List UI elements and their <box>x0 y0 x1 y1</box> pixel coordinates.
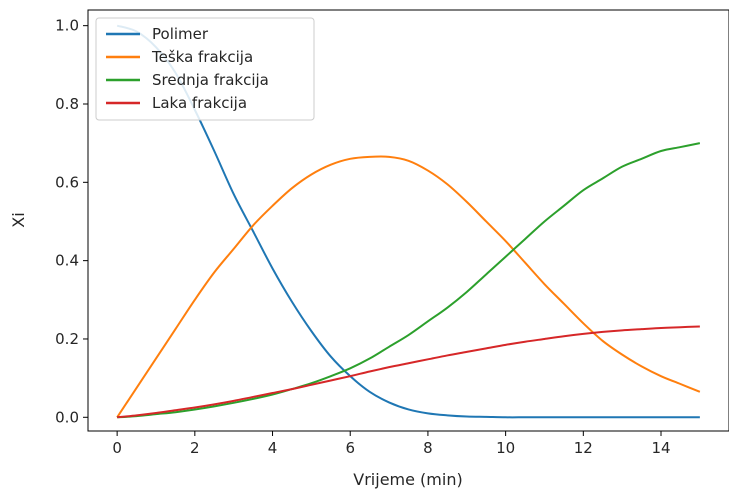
legend-label: Srednja frakcija <box>152 71 269 89</box>
x-tick-label: 12 <box>574 439 593 457</box>
y-axis-label: Xi <box>9 212 28 227</box>
x-tick-label: 10 <box>496 439 515 457</box>
y-tick-label: 0.0 <box>55 408 79 426</box>
series-line-srednja-frakcija <box>117 142 701 419</box>
x-tick-label: 0 <box>112 439 122 457</box>
y-tick-label: 0.8 <box>55 95 79 113</box>
legend-box <box>95 17 315 121</box>
x-tick-label: 8 <box>423 439 433 457</box>
x-tick-label: 6 <box>345 439 355 457</box>
series-line-teska-frakcija <box>116 155 701 418</box>
x-axis-ticks: 0 2 4 6 8 10 12 14 <box>112 431 671 457</box>
x-tick-label: 4 <box>268 439 278 457</box>
y-tick-label: 1.0 <box>55 17 79 35</box>
y-axis-ticks: 0.0 0.2 0.4 0.6 0.8 1.0 <box>55 17 88 426</box>
x-tick-label: 14 <box>651 439 670 457</box>
legend-label: Laka frakcija <box>152 94 247 112</box>
series-layer <box>116 24 701 419</box>
plot-area-frame <box>87 9 729 432</box>
x-axis-label: Vrijeme (min) <box>353 470 462 489</box>
series-line-laka-frakcija <box>117 325 700 419</box>
y-tick-label: 0.6 <box>55 173 79 191</box>
y-tick-label: 0.4 <box>55 252 79 270</box>
legend: Polimer Teška frakcija Srednja frakcija Lak… <box>95 17 315 121</box>
legend-label: Teška frakcija <box>151 48 253 66</box>
series-line-polimer <box>116 24 700 419</box>
legend-label: Polimer <box>152 25 209 43</box>
x-tick-label: 2 <box>190 439 200 457</box>
y-tick-label: 0.2 <box>55 330 79 348</box>
